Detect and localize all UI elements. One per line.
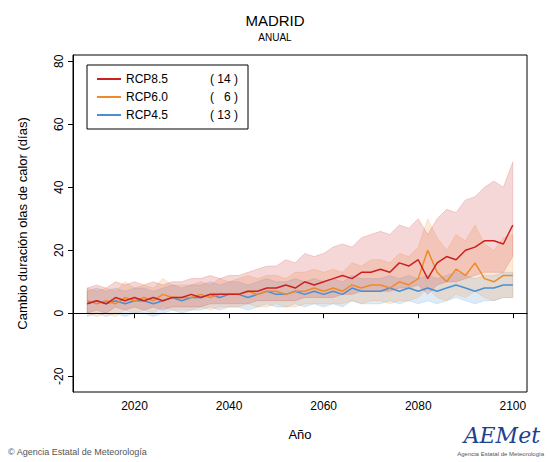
svg-text:2100: 2100 [499,399,526,413]
svg-text:0: 0 [52,310,66,317]
svg-text:80: 80 [52,54,66,68]
svg-text:RCP4.5: RCP4.5 [126,108,168,122]
svg-text:© Agencia Estatal de Meteorolo: © Agencia Estatal de Meteorología [8,447,147,457]
svg-text:2080: 2080 [405,399,432,413]
svg-text:AEMet: AEMet [462,423,540,448]
svg-text:Agencia Estatal de Meteorologí: Agencia Estatal de Meteorología [457,451,544,457]
svg-text:MADRID: MADRID [245,12,304,29]
svg-text:20: 20 [52,243,66,257]
svg-text:Cambio duración olas de calor: Cambio duración olas de calor (días) [15,117,30,329]
svg-text:( 13 ): ( 13 ) [210,108,238,122]
svg-text:2060: 2060 [310,399,337,413]
svg-text:RCP8.5: RCP8.5 [126,72,168,86]
svg-text:RCP6.0: RCP6.0 [126,90,168,104]
svg-text:( 14 ): ( 14 ) [210,72,238,86]
svg-text:( 6 ): ( 6 ) [210,90,238,104]
svg-text:-20: -20 [52,367,66,385]
svg-text:2040: 2040 [216,399,243,413]
svg-text:Año: Año [288,427,311,442]
svg-text:ANUAL: ANUAL [258,32,292,43]
svg-text:60: 60 [52,117,66,131]
svg-text:2020: 2020 [121,399,148,413]
svg-text:40: 40 [52,180,66,194]
